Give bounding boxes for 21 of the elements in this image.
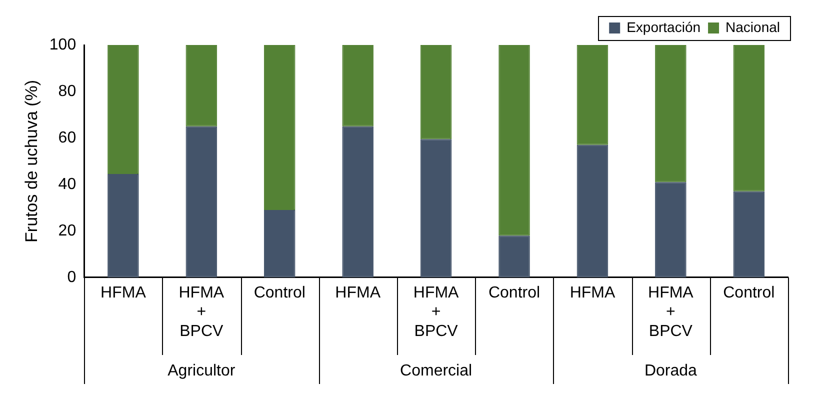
x-tick-label: HFMA + BPCV — [178, 284, 224, 340]
x-tick-label: HFMA — [100, 284, 146, 302]
y-tick-label: 100 — [49, 36, 76, 54]
x-tick-label: Control — [488, 284, 540, 302]
text: Dorada — [644, 362, 698, 380]
x-tick-label: HFMA + BPCV — [413, 284, 460, 340]
text: Agricultor — [168, 362, 236, 380]
x-tick-label: HFMA + BPCV — [648, 284, 694, 340]
y-axis-title: Frutos de uchuva (%) — [22, 80, 41, 242]
y-tick-label: 60 — [58, 129, 76, 146]
y-tick-label: 40 — [58, 176, 76, 193]
y-tick-label: 80 — [58, 82, 76, 100]
x-tick-label: Control — [254, 284, 306, 302]
text: Comercial — [400, 362, 472, 380]
y-tick-label: 20 — [58, 222, 76, 240]
legend-label: Nacional — [726, 18, 780, 35]
x-tick-label: Control — [723, 284, 775, 302]
legend-label: Exportación — [626, 18, 701, 35]
x-tick-label: HFMA — [335, 284, 381, 302]
x-tick-label: HFMA — [570, 284, 616, 302]
y-tick-label: 0 — [67, 268, 76, 286]
